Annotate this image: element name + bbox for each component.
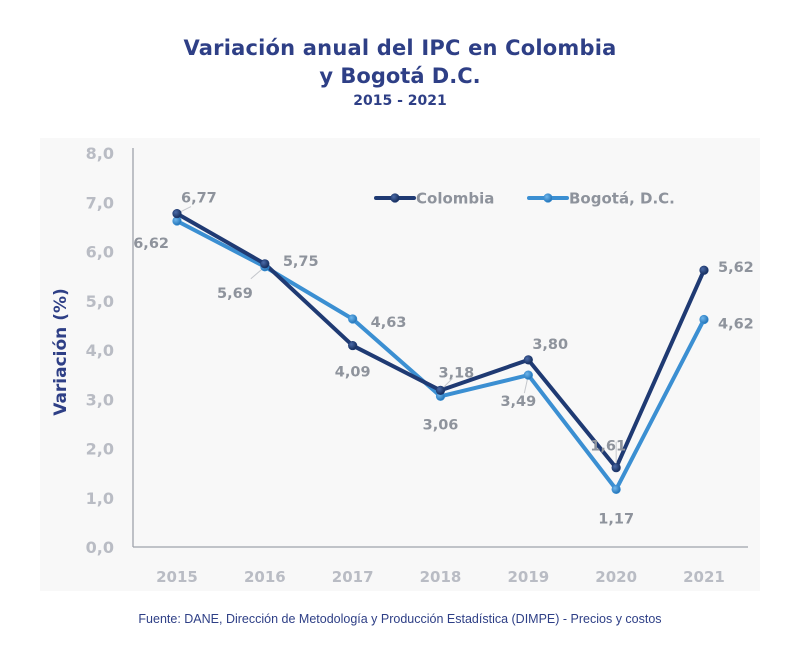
- legend-label-colombia: Colombia: [416, 190, 494, 208]
- x-tick-label: 2017: [332, 568, 374, 586]
- colombia-data-label: 5,62: [718, 260, 754, 276]
- bogota-data-label: 3,06: [423, 417, 459, 433]
- y-tick-label: 8,0: [86, 144, 114, 163]
- bogota-point: [611, 484, 621, 494]
- y-tick-label: 3,0: [86, 390, 114, 409]
- bogota-data-label: 1,17: [598, 511, 634, 527]
- colombia-data-label: 4,09: [335, 365, 371, 381]
- bogota-data-label: 3,49: [500, 394, 536, 410]
- bogota-data-label: 4,63: [371, 315, 407, 331]
- bogota-data-label: 5,69: [217, 286, 253, 302]
- y-axis-label: Variación (%): [51, 288, 71, 416]
- chart-title: Variación anual del IPC en Colombia: [183, 36, 617, 60]
- x-tick-label: 2016: [244, 568, 286, 586]
- y-tick-label: 5,0: [86, 292, 114, 311]
- y-tick-label: 6,0: [86, 243, 114, 262]
- legend-label-bogota: Bogotá, D.C.: [569, 190, 675, 208]
- legend: Colombia Bogotá, D.C.: [374, 190, 675, 208]
- colombia-point: [172, 208, 182, 219]
- colombia-point: [348, 340, 358, 351]
- x-tick-label: 2020: [595, 568, 637, 586]
- bogota-point: [348, 314, 358, 324]
- colombia-data-label: 1,61: [590, 439, 626, 455]
- y-tick-label: 0,0: [86, 538, 114, 557]
- colombia-data-label: 3,18: [439, 365, 475, 381]
- chart-subtitle: 2015 - 2021: [353, 93, 447, 109]
- y-tick-label: 1,0: [86, 489, 114, 508]
- x-tick-label: 2018: [420, 568, 462, 586]
- colombia-point: [699, 265, 709, 275]
- y-tick-label: 4,0: [86, 341, 114, 360]
- chart-title-line2: y Bogotá D.C.: [319, 64, 481, 88]
- source-note: Fuente: DANE, Dirección de Metodología y…: [138, 612, 662, 626]
- colombia-point: [611, 463, 621, 473]
- colombia-data-label: 6,77: [181, 191, 217, 207]
- bogota-point: [699, 314, 709, 325]
- x-tick-label: 2015: [156, 568, 198, 586]
- y-tick-label: 2,0: [86, 440, 114, 459]
- chart-panel: [40, 138, 760, 591]
- colombia-point: [435, 385, 446, 395]
- x-tick-label: 2021: [683, 568, 725, 586]
- colombia-point: [260, 259, 270, 269]
- colombia-point: [523, 355, 533, 365]
- colombia-data-label: 5,75: [283, 254, 319, 270]
- x-tick-label: 2019: [507, 568, 549, 586]
- colombia-data-label: 3,80: [532, 337, 568, 353]
- bogota-data-label: 6,62: [133, 236, 169, 252]
- legend-marker-bogota: [543, 193, 553, 203]
- y-tick-label: 7,0: [86, 193, 114, 212]
- legend-marker-colombia: [390, 193, 400, 203]
- bogota-data-label: 4,62: [718, 316, 754, 332]
- bogota-point: [523, 370, 533, 380]
